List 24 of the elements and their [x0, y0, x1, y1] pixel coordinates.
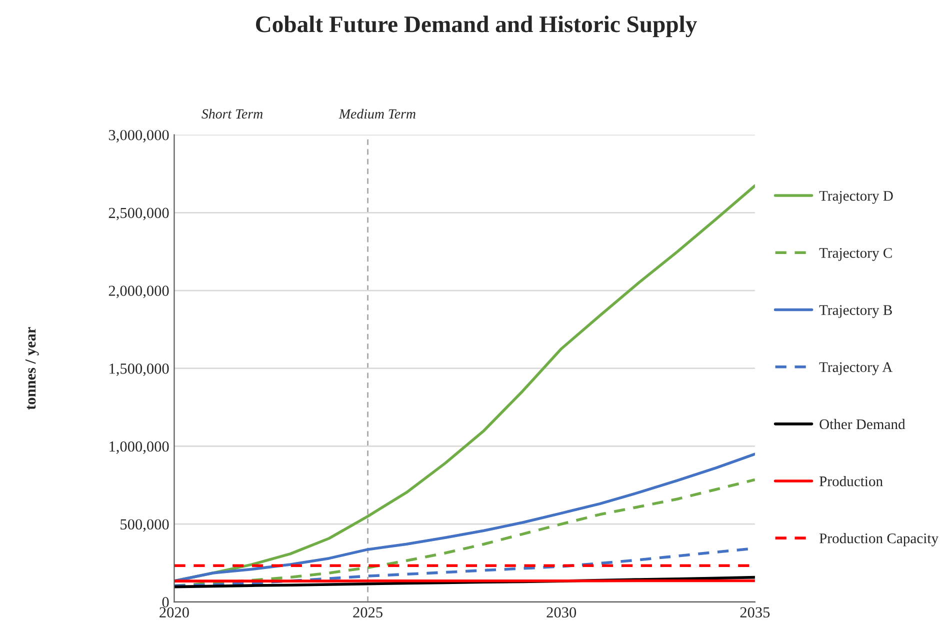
legend-label: Production Capacity	[819, 533, 938, 546]
line-series	[174, 478, 755, 588]
chart-title: Cobalt Future Demand and Historic Supply	[256, 16, 697, 38]
x-tick-label: 2025	[353, 607, 382, 618]
y-tick-label: 3,000,000	[108, 130, 169, 142]
legend-label: Trajectory B	[819, 305, 892, 318]
x-tick-label: 2020	[160, 607, 189, 618]
text: Medium Term	[338, 108, 416, 119]
legend-label: Trajectory D	[819, 190, 893, 204]
legend-label: Other Demand	[820, 418, 906, 430]
y-tick-label: 1,000,000	[110, 441, 169, 454]
legend-label: Trajectory A	[819, 362, 893, 376]
legend-label: Trajectory C	[819, 248, 892, 261]
y-tick-label: 2,500,000	[108, 208, 169, 220]
legend-label: Production	[819, 476, 883, 486]
y-tick-label: 0	[162, 597, 169, 608]
y-axis-title: tonnes / year	[25, 327, 39, 410]
text: Short Term	[202, 108, 263, 119]
x-tick-label: 2030	[546, 607, 576, 618]
y-tick-label: 2,000,000	[108, 286, 169, 298]
y-tick-label: 500,000	[120, 519, 169, 532]
x-tick-label: 2035	[740, 607, 770, 618]
y-tick-label: 1,500,000	[110, 364, 169, 376]
line-series	[174, 452, 755, 582]
